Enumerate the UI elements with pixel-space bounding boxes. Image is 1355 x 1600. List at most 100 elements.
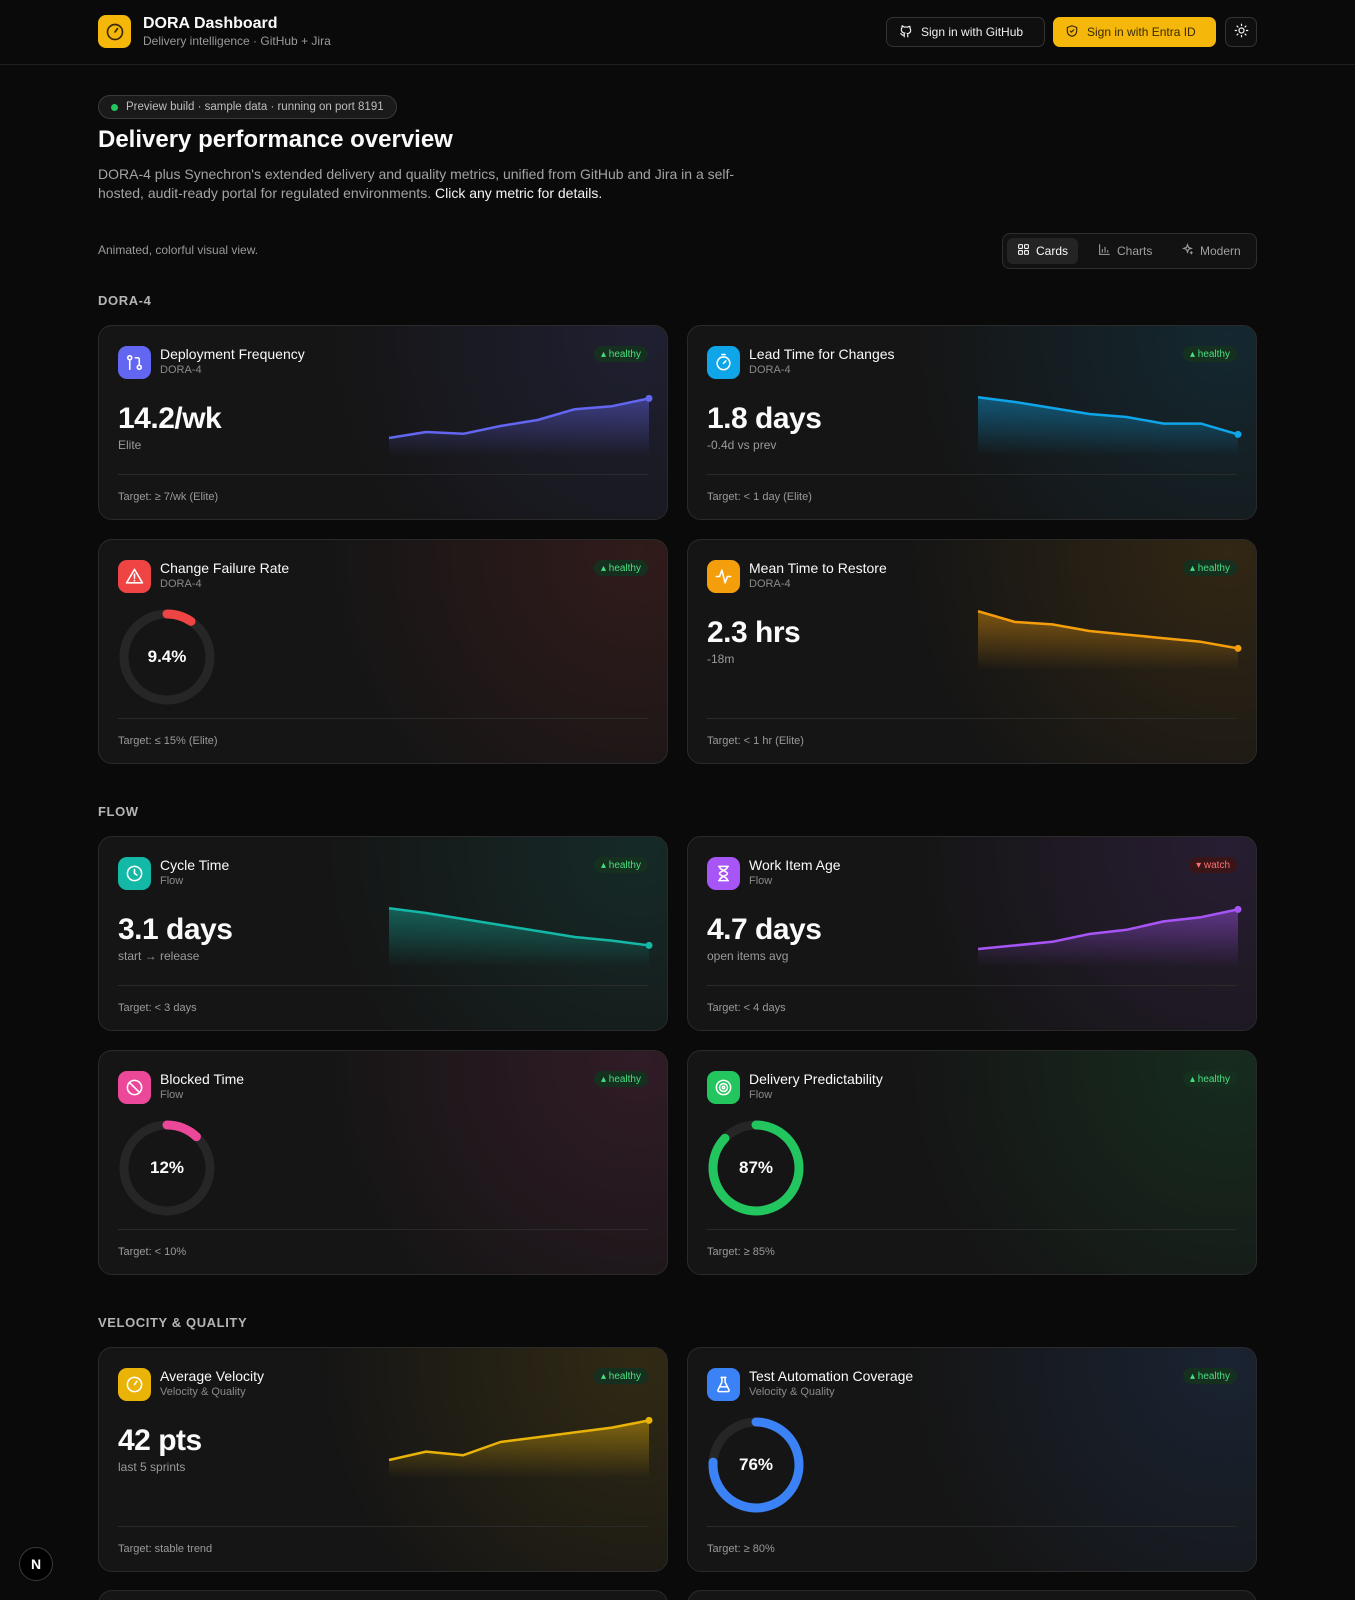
- view-cards-button[interactable]: Cards: [1007, 238, 1079, 264]
- view-note: Animated, colorful visual view.: [98, 243, 259, 257]
- metric-category: Flow: [749, 1089, 773, 1101]
- status-badge: ▴ healthy: [593, 560, 648, 576]
- metric-card-work-item-age[interactable]: Work Item Age Flow ▾ watch 4.7 days open ite…: [687, 836, 1257, 1031]
- metric-target: Target: stable trend: [118, 1543, 213, 1555]
- gauge-icon: [118, 1368, 151, 1401]
- sparkline-area: [978, 397, 1238, 456]
- metric-subtext: -18m: [707, 652, 735, 666]
- bar-chart-icon: [1098, 243, 1111, 259]
- metric-card-blocked-time[interactable]: Blocked Time Flow ▴ healthy 12% Target: < 1…: [98, 1050, 668, 1275]
- status-badge: ▴ healthy: [1182, 1368, 1237, 1384]
- sparkline-area: [389, 1420, 649, 1478]
- metric-card-delivery-predictability[interactable]: Delivery Predictability Flow ▴ healthy 87%…: [687, 1050, 1257, 1275]
- view-modern-label: Modern: [1200, 244, 1241, 258]
- metric-target: Target: < 4 days: [707, 1002, 786, 1014]
- metric-target: Target: < 3 days: [118, 1002, 197, 1014]
- sparkline-line: [388, 397, 650, 440]
- metric-subtext: open items avg: [707, 949, 789, 963]
- progress-ring: [119, 1120, 215, 1216]
- metric-subtext: -0.4d vs prev: [707, 438, 777, 452]
- metric-value: 9.4%: [147, 647, 187, 666]
- metric-target: Target: ≤ 15% (Elite): [118, 735, 218, 747]
- sparkline-line: [977, 609, 1239, 650]
- metric-card-deployment-frequency[interactable]: Deployment Frequency DORA-4 ▴ healthy 14.2/…: [98, 325, 668, 520]
- card-divider: [118, 718, 648, 719]
- metric-title: Cycle Time: [160, 857, 230, 873]
- status-badge: ▴ healthy: [593, 857, 648, 873]
- metric-title: Test Automation Coverage: [749, 1368, 914, 1384]
- theme-toggle-button[interactable]: [1225, 17, 1257, 47]
- metric-card-partial[interactable]: [98, 1590, 668, 1600]
- view-modern-button[interactable]: Modern: [1171, 238, 1251, 264]
- ring-fill: [708, 1120, 804, 1216]
- metric-category: Velocity & Quality: [160, 1386, 246, 1398]
- preview-pill: Preview build · sample data · running on…: [98, 95, 397, 119]
- metric-card-cycle-time[interactable]: Cycle Time Flow ▴ healthy 3.1 days start → r…: [98, 836, 668, 1031]
- sparkline-line: [977, 395, 1239, 436]
- metric-category: DORA-4: [749, 578, 791, 590]
- sign-in-github-button[interactable]: Sign in with GitHub: [886, 17, 1045, 47]
- metric-card-test-automation[interactable]: Test Automation Coverage Velocity & Quali…: [687, 1347, 1257, 1572]
- card-divider: [707, 718, 1237, 719]
- metric-value: 3.1 days: [118, 913, 233, 946]
- metric-card-partial[interactable]: [687, 1590, 1257, 1600]
- status-badge: ▴ healthy: [1182, 560, 1237, 576]
- sparkline: [388, 906, 653, 967]
- status-badge: ▴ healthy: [593, 1071, 648, 1087]
- card-divider: [118, 1526, 648, 1527]
- view-switcher: Cards Charts Modern: [1002, 233, 1257, 269]
- metric-card-average-velocity[interactable]: Average Velocity Velocity & Quality ▴ heal…: [98, 1347, 668, 1572]
- metric-target: Target: ≥ 80%: [707, 1543, 775, 1555]
- metric-card-change-failure-rate[interactable]: Change Failure Rate DORA-4 ▴ healthy 9.4% T…: [98, 539, 668, 764]
- metric-value: 87%: [738, 1158, 774, 1177]
- progress-ring: [708, 1120, 804, 1216]
- metric-card-mttr[interactable]: Mean Time to Restore DORA-4 ▴ healthy 2.3 h…: [687, 539, 1257, 764]
- card-divider: [118, 985, 648, 986]
- section-heading-dora: DORA-4: [98, 293, 152, 308]
- sparkline: [388, 1416, 653, 1478]
- alert-triangle-icon: [118, 560, 151, 593]
- metric-category: DORA-4: [160, 578, 202, 590]
- metric-title: Average Velocity: [160, 1368, 265, 1384]
- card-divider: [118, 474, 648, 475]
- metric-target: Target: < 1 day (Elite): [707, 491, 812, 503]
- sparkline-endpoint: [645, 941, 653, 949]
- metric-card-lead-time[interactable]: Lead Time for Changes DORA-4 ▴ healthy 1.8 …: [687, 325, 1257, 520]
- sparkline-area: [389, 398, 649, 456]
- ring-fill: [119, 609, 215, 705]
- metric-subtext: last 5 sprints: [118, 1460, 186, 1474]
- metric-title: Deployment Frequency: [160, 346, 305, 362]
- sparkles-icon: [1181, 242, 1194, 259]
- sparkline-area: [978, 909, 1238, 967]
- sparkline-area: [978, 611, 1238, 670]
- card-divider: [707, 1229, 1237, 1230]
- card-divider: [707, 985, 1237, 986]
- sparkline-endpoint: [645, 1416, 653, 1424]
- metric-target: Target: < 10%: [118, 1246, 187, 1258]
- dev-tools-badge[interactable]: N: [19, 1547, 53, 1581]
- intro-body: DORA-4 plus Synechron's extended deliver…: [98, 166, 735, 201]
- metric-target: Target: ≥ 7/wk (Elite): [118, 491, 219, 503]
- sparkline: [977, 395, 1242, 456]
- preview-pill-text: Preview build · sample data · running on…: [126, 101, 384, 113]
- target-icon: [707, 1071, 740, 1104]
- hourglass-icon: [707, 857, 740, 890]
- metric-title: Lead Time for Changes: [749, 346, 895, 362]
- view-charts-button[interactable]: Charts: [1088, 238, 1162, 264]
- sparkline-endpoint: [1234, 430, 1242, 438]
- top-bar: DORA Dashboard Delivery intelligence · G…: [0, 0, 1355, 65]
- ring-fill: [119, 1120, 215, 1216]
- sign-in-entra-button[interactable]: Sign in with Entra ID: [1053, 17, 1216, 47]
- metric-value: 4.7 days: [707, 913, 822, 946]
- card-divider: [118, 1229, 648, 1230]
- sun-icon: [1234, 23, 1249, 41]
- ring-fill: [708, 1417, 804, 1513]
- git-pull-request-icon: [118, 346, 151, 379]
- sparkline-endpoint: [645, 394, 653, 402]
- sparkline-line: [388, 906, 650, 947]
- metric-category: DORA-4: [749, 364, 791, 376]
- status-badge: ▴ healthy: [593, 1368, 648, 1384]
- metric-title: Blocked Time: [160, 1071, 245, 1087]
- metric-target: Target: < 1 hr (Elite): [707, 735, 804, 747]
- sparkline: [977, 609, 1242, 670]
